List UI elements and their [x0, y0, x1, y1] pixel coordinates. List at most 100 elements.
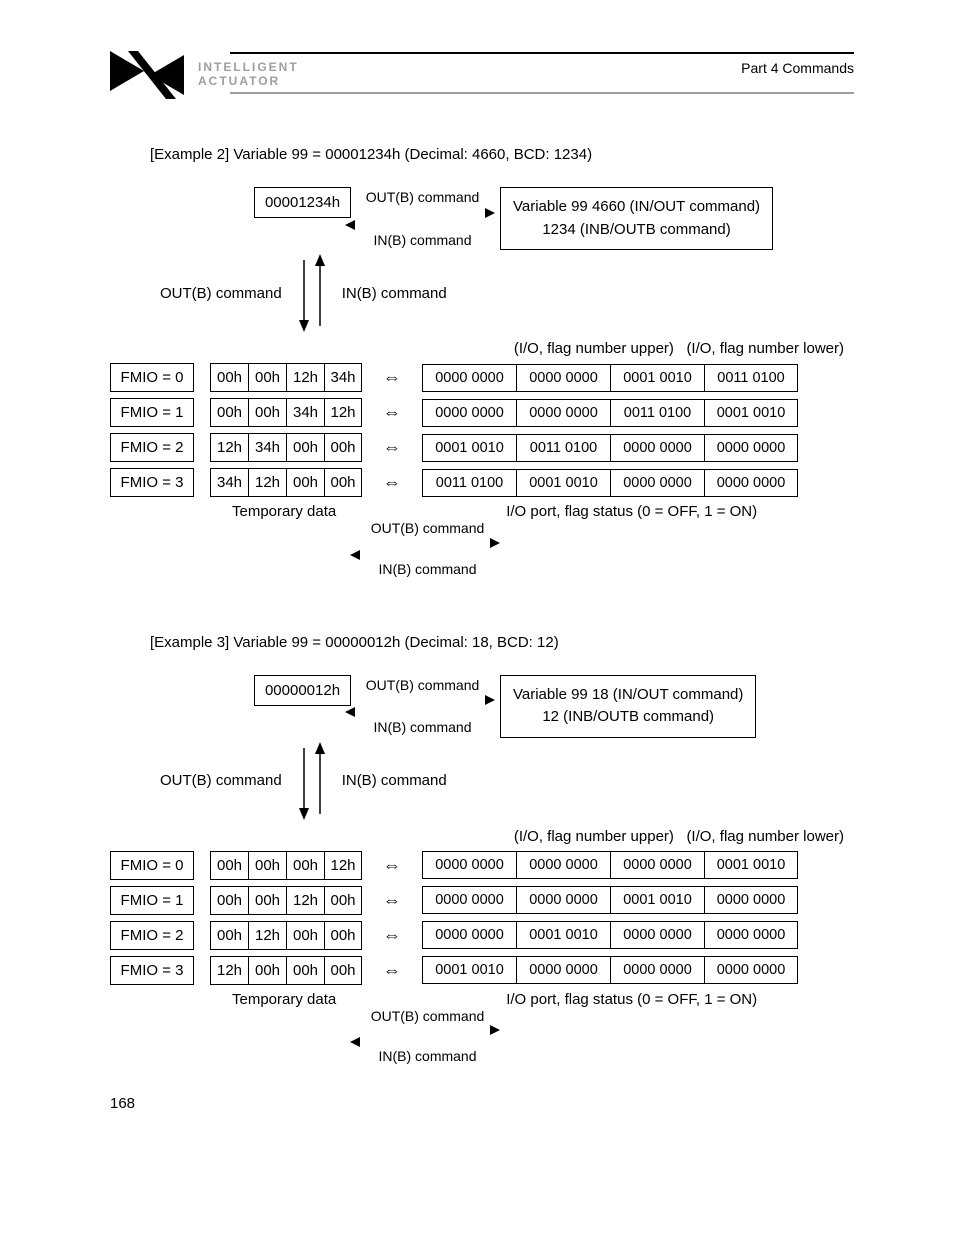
bin-cell: 0000 0000	[422, 921, 516, 949]
ex3-footer-labels: Temporary data I/O port, flag status (0 …	[110, 991, 854, 1008]
arrow-right-icon	[345, 207, 495, 219]
bin-cell: 0000 0000	[610, 469, 704, 497]
ex2-hex-box: 00001234h	[254, 187, 351, 218]
hex-cell: 00h	[248, 851, 286, 880]
ex3-variable-box: Variable 99 18 (IN/OUT command) 12 (INB/…	[500, 675, 756, 738]
bidir-arrow-icon: ⇔	[362, 402, 422, 423]
hex-cell: 00h	[324, 956, 362, 985]
brand-line2: ACTUATOR	[198, 75, 299, 89]
fmio-label: FMIO = 0	[110, 363, 194, 392]
hex-cell: 00h	[324, 468, 362, 497]
hex-cells: 12h00h00h00h	[210, 956, 362, 985]
hex-cells: 00h12h00h00h	[210, 921, 362, 950]
fmio-row: FMIO = 000h00h12h34h⇔0000 00000000 00000…	[110, 363, 854, 392]
ex2-rows: FMIO = 000h00h12h34h⇔0000 00000000 00000…	[110, 363, 854, 497]
hex-cells: 00h00h00h12h	[210, 851, 362, 880]
bin-cell: 0001 0010	[422, 956, 516, 984]
page: INTELLIGENT ACTUATOR Part 4 Commands [Ex…	[0, 0, 954, 1152]
ex3-hex-box: 00000012h	[254, 675, 351, 706]
bin-cell: 0011 0100	[704, 364, 798, 392]
ex2-top-row: 00001234h OUT(B) command IN(B) command V…	[260, 187, 854, 250]
brand-line1: INTELLIGENT	[198, 61, 299, 75]
fmio-label: FMIO = 0	[110, 851, 194, 880]
ex3-mid-row: OUT(B) command IN(B) command	[160, 742, 854, 820]
bin-cell: 0000 0000	[422, 886, 516, 914]
hex-cell: 00h	[286, 921, 324, 950]
hex-cells: 00h00h12h00h	[210, 886, 362, 915]
vertical-arrows-icon	[292, 742, 332, 820]
bin-cell: 0000 0000	[516, 399, 610, 427]
hex-cell: 34h	[286, 398, 324, 427]
bin-cell: 0000 0000	[704, 886, 798, 914]
ex3-io-header: (I/O, flag number upper) (I/O, flag numb…	[110, 828, 854, 845]
arrow-right-icon	[350, 1024, 500, 1036]
ex2-footer-arrows: OUT(B) command IN(B) command	[350, 520, 505, 578]
bin-cells: 0000 00000000 00000000 00000001 0010	[422, 851, 798, 879]
hex-cell: 00h	[210, 363, 248, 392]
hex-cell: 00h	[248, 398, 286, 427]
in-label: IN(B) command	[345, 719, 500, 736]
io-upper: (I/O, flag number upper)	[514, 828, 674, 845]
hex-cell: 00h	[286, 468, 324, 497]
fmio-label: FMIO = 3	[110, 468, 194, 497]
fmio-label: FMIO = 2	[110, 433, 194, 462]
hex-cells: 12h34h00h00h	[210, 433, 362, 462]
bin-cell: 0001 0010	[516, 469, 610, 497]
bin-cell: 0000 0000	[516, 956, 610, 984]
hex-cell: 00h	[324, 886, 362, 915]
hex-cell: 00h	[210, 851, 248, 880]
ex3-top-row: 00000012h OUT(B) command IN(B) command V…	[260, 675, 854, 738]
out-label: OUT(B) command	[160, 285, 282, 302]
bin-cell: 0000 0000	[704, 956, 798, 984]
hex-cell: 34h	[324, 363, 362, 392]
bin-cell: 0011 0100	[516, 434, 610, 462]
in-label: IN(B) command	[342, 772, 447, 789]
ex2-variable-box: Variable 99 4660 (IN/OUT command) 1234 (…	[500, 187, 773, 250]
fmio-row: FMIO = 000h00h00h12h⇔0000 00000000 00000…	[110, 851, 854, 880]
hex-cell: 12h	[324, 851, 362, 880]
bidir-arrow-icon: ⇔	[362, 890, 422, 911]
ex3-top-arrows: OUT(B) command IN(B) command	[345, 675, 500, 737]
bin-cells: 0011 01000001 00100000 00000000 0000	[422, 469, 798, 497]
ex2-footer-labels: Temporary data I/O port, flag status (0 …	[110, 503, 854, 520]
out-label: OUT(B) command	[350, 520, 505, 537]
bin-cells: 0001 00100011 01000000 00000000 0000	[422, 434, 798, 462]
hex-cell: 12h	[286, 886, 324, 915]
arrow-left-icon	[345, 219, 495, 231]
io-port-label: I/O port, flag status (0 = OFF, 1 = ON)	[506, 503, 757, 520]
fmio-label: FMIO = 1	[110, 398, 194, 427]
bin-cell: 0001 0010	[516, 921, 610, 949]
page-header: INTELLIGENT ACTUATOR Part 4 Commands	[110, 40, 854, 110]
fmio-row: FMIO = 100h00h34h12h⇔0000 00000000 00000…	[110, 398, 854, 427]
bin-cell: 0000 0000	[422, 851, 516, 879]
bidir-arrow-icon: ⇔	[362, 925, 422, 946]
fmio-label: FMIO = 1	[110, 886, 194, 915]
bin-cell: 0001 0010	[704, 851, 798, 879]
bidir-arrow-icon: ⇔	[362, 367, 422, 388]
bin-cells: 0000 00000000 00000001 00100000 0000	[422, 886, 798, 914]
in-label: IN(B) command	[350, 561, 505, 578]
ex2-mid-row: OUT(B) command IN(B) command	[160, 254, 854, 332]
header-rule-bottom	[230, 92, 854, 94]
ex3-rows: FMIO = 000h00h00h12h⇔0000 00000000 00000…	[110, 851, 854, 985]
page-number: 168	[110, 1095, 854, 1112]
ex2-io-header: (I/O, flag number upper) (I/O, flag numb…	[110, 340, 854, 357]
in-label: IN(B) command	[350, 1048, 505, 1065]
arrow-right-icon	[350, 537, 500, 549]
example2-title: [Example 2] Variable 99 = 00001234h (Dec…	[150, 146, 854, 163]
hex-cell: 34h	[248, 433, 286, 462]
hex-cell: 34h	[210, 468, 248, 497]
ex2-var-line1: Variable 99 4660 (IN/OUT command)	[513, 198, 760, 215]
hex-cell: 12h	[210, 956, 248, 985]
ex2-top-arrows: OUT(B) command IN(B) command	[345, 187, 500, 249]
hex-cell: 12h	[248, 921, 286, 950]
bin-cell: 0000 0000	[422, 364, 516, 392]
bin-cell: 0001 0010	[422, 434, 516, 462]
hex-cell: 00h	[324, 921, 362, 950]
arrow-left-icon	[345, 706, 495, 718]
bin-cell: 0000 0000	[610, 434, 704, 462]
hex-cell: 00h	[210, 886, 248, 915]
bin-cell: 0011 0100	[610, 399, 704, 427]
bin-cells: 0000 00000001 00100000 00000000 0000	[422, 921, 798, 949]
io-port-label: I/O port, flag status (0 = OFF, 1 = ON)	[506, 991, 757, 1008]
